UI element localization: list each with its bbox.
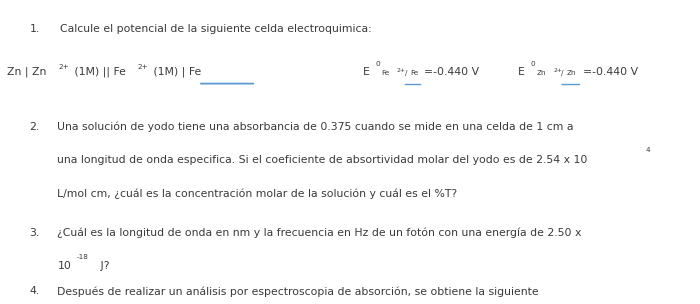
Text: 10: 10: [57, 261, 71, 271]
Text: L/mol cm, ¿cuál es la concentración molar de la solución y cuál es el %T?: L/mol cm, ¿cuál es la concentración mola…: [57, 188, 458, 199]
Text: J?: J?: [97, 261, 110, 271]
Text: 1.: 1.: [29, 24, 40, 34]
Text: 0: 0: [531, 61, 536, 67]
Text: 0: 0: [375, 61, 380, 67]
Text: ¿Cuál es la longitud de onda en nm y la frecuencia en Hz de un fotón con una ene: ¿Cuál es la longitud de onda en nm y la …: [57, 228, 582, 239]
Text: 3.: 3.: [29, 228, 40, 238]
Text: Después de realizar un análisis por espectroscopia de absorción, se obtiene la s: Después de realizar un análisis por espe…: [57, 286, 539, 297]
Text: -18: -18: [76, 254, 88, 260]
Text: Calcule el potencial de la siguiente celda electroquimica:: Calcule el potencial de la siguiente cel…: [60, 24, 371, 34]
Text: /: /: [561, 70, 564, 76]
Text: 4: 4: [645, 147, 650, 153]
Text: (1M) || Fe: (1M) || Fe: [71, 67, 126, 78]
Text: Fe: Fe: [410, 70, 419, 76]
Text: Zn: Zn: [567, 70, 577, 76]
Text: 2+: 2+: [58, 64, 69, 70]
Text: (1M) | Fe: (1M) | Fe: [150, 67, 202, 78]
Text: =-0.440 V: =-0.440 V: [424, 67, 480, 77]
Text: Una solución de yodo tiene una absorbancia de 0.375 cuando se mide en una celda : Una solución de yodo tiene una absorbanc…: [57, 122, 574, 132]
Text: =-0.440 V: =-0.440 V: [583, 67, 638, 77]
Text: 2+: 2+: [396, 68, 405, 73]
Text: 2+: 2+: [553, 68, 562, 73]
Text: una longitud de onda especifica. Si el coeficiente de absortividad molar del yod: una longitud de onda especifica. Si el c…: [57, 155, 588, 165]
Text: 4.: 4.: [29, 286, 40, 296]
Text: /: /: [405, 70, 407, 76]
Text: Zn | Zn: Zn | Zn: [7, 67, 46, 78]
Text: E: E: [363, 67, 370, 77]
Text: Zn: Zn: [537, 70, 547, 76]
Text: E: E: [518, 67, 525, 77]
Text: 2.: 2.: [29, 122, 40, 132]
Text: Fe: Fe: [382, 70, 390, 76]
Text: 2+: 2+: [137, 64, 148, 70]
